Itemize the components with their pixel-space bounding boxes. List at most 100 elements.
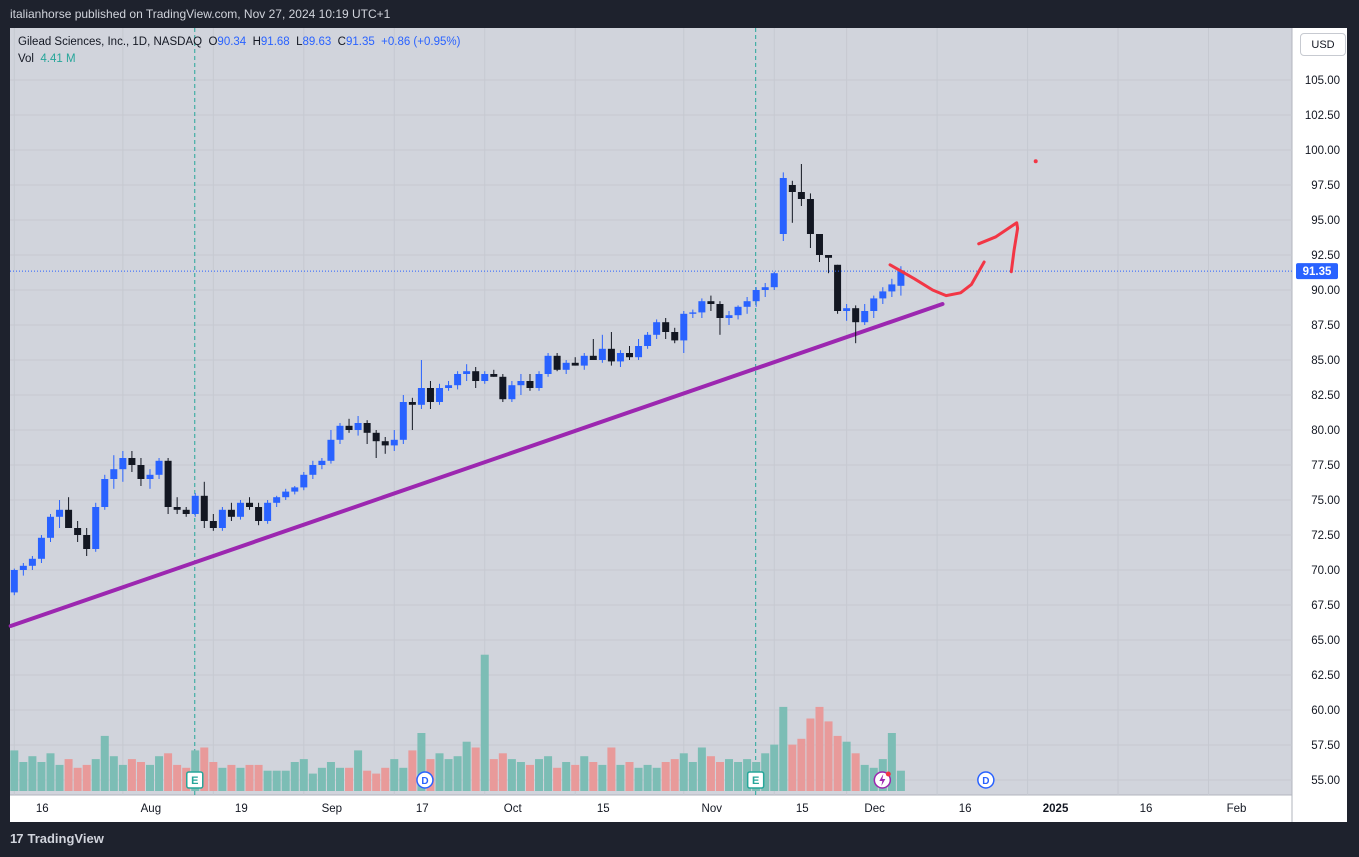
candle-body [870, 298, 878, 311]
volume-bar [489, 759, 498, 791]
publish-text: italianhorse published on TradingView.co… [10, 7, 391, 21]
volume-bar [797, 738, 806, 791]
volume-bar [173, 764, 182, 791]
volume-bar [643, 764, 652, 791]
volume-bar [661, 762, 670, 791]
projection-curve[interactable] [888, 260, 986, 298]
candle-body [625, 353, 633, 358]
y-tick-label: 62.50 [1311, 670, 1340, 682]
candle-body [436, 388, 444, 402]
volume-bar [317, 767, 326, 791]
earnings-marker[interactable] [746, 771, 765, 789]
volume-bar [136, 762, 145, 791]
volume-bar [462, 741, 471, 791]
dividend-marker[interactable] [416, 771, 434, 789]
y-tick-label: 85.00 [1311, 355, 1340, 367]
dividend-marker[interactable] [977, 771, 995, 789]
volume-bar [670, 759, 679, 791]
y-tick-label: 82.50 [1311, 390, 1340, 402]
dividend-marker-label: D [421, 776, 428, 787]
volume-bar [73, 767, 82, 791]
candle-body [526, 381, 534, 388]
x-tick-label: 2025 [1043, 803, 1069, 815]
price-axis[interactable] [1292, 28, 1347, 822]
drawing-dot [1033, 159, 1038, 164]
y-tick-label: 80.00 [1311, 425, 1340, 437]
volume-bar [824, 721, 833, 791]
candle-body [417, 388, 425, 405]
volume-bar [236, 767, 245, 791]
tradingview-logo[interactable]: 17 TradingView [10, 831, 104, 846]
volume-bar [770, 744, 779, 791]
volume-bar [28, 756, 37, 791]
legend-symbol[interactable]: Gilead Sciences, Inc., 1D, NASDAQ [18, 36, 203, 48]
candle-body [825, 255, 833, 258]
volume-bar [390, 759, 399, 791]
candle-body [644, 334, 652, 346]
notification-dot [885, 771, 891, 777]
volume-bar [272, 770, 281, 791]
candle-body [580, 355, 588, 366]
volume-bar [806, 718, 815, 791]
candle-body [716, 304, 724, 318]
candle-body [834, 264, 842, 311]
footer-brand: TradingView [27, 831, 104, 846]
volume-bar [46, 753, 55, 791]
volume-bar [706, 756, 715, 791]
volume-bar [525, 764, 534, 791]
volume-bar [788, 744, 797, 791]
legend-vol-label[interactable]: Vol [18, 53, 34, 65]
volume-bar [19, 762, 28, 791]
candle-body [653, 322, 661, 335]
time-axis[interactable] [10, 795, 1292, 822]
candle-body [662, 322, 670, 332]
support-trendline[interactable] [8, 302, 945, 628]
candle-body [490, 374, 498, 377]
candle-body [282, 491, 290, 498]
candle-body [680, 313, 688, 341]
candle-body [815, 234, 823, 255]
volume-bar [679, 753, 688, 791]
volume-bar [471, 747, 480, 791]
footer: 17 TradingView [0, 822, 1359, 857]
volume-bar [209, 762, 218, 791]
x-tick-label: 16 [1140, 803, 1153, 815]
volume-bar [652, 767, 661, 791]
volume-bar [363, 770, 372, 791]
x-tick-label: 15 [597, 803, 610, 815]
legend-high-value: 91.68 [260, 36, 290, 48]
volume-bar [10, 750, 19, 791]
candle-body [553, 355, 561, 370]
y-tick-label: 97.50 [1311, 180, 1340, 192]
x-tick-label: 16 [36, 803, 49, 815]
volume-bar [535, 759, 544, 791]
candle-body [806, 199, 814, 234]
volume-bar [354, 750, 363, 791]
earnings-marker[interactable] [186, 771, 204, 789]
x-tick-label: Oct [504, 803, 523, 815]
volume-bar [91, 759, 100, 791]
candle-body [327, 439, 335, 461]
candle-body [137, 465, 145, 479]
volume-bar [815, 706, 824, 791]
legend-change: +0.86 (+0.95%) [381, 36, 461, 48]
y-tick-label: 65.00 [1311, 635, 1340, 647]
y-tick-label: 72.50 [1311, 530, 1340, 542]
volume-bar [263, 770, 272, 791]
ohlc-row: Gilead Sciences, Inc., 1D, NASDAQ O90.34… [18, 34, 460, 51]
volume-bar [580, 756, 589, 791]
currency-button[interactable]: USD [1300, 33, 1346, 56]
candle-body [191, 495, 199, 514]
volume-bar [444, 759, 453, 791]
last-price-label: 91.35 [1303, 266, 1332, 278]
y-tick-label: 55.00 [1311, 775, 1340, 787]
volume-bar [571, 764, 580, 791]
volume-bar [118, 764, 127, 791]
volume-bar [833, 735, 842, 791]
candle-body [454, 374, 462, 386]
candle-body [227, 509, 235, 517]
plot-area[interactable] [10, 28, 1292, 795]
legend-close-label: C [337, 36, 346, 48]
projection-arrow[interactable] [977, 221, 1020, 274]
